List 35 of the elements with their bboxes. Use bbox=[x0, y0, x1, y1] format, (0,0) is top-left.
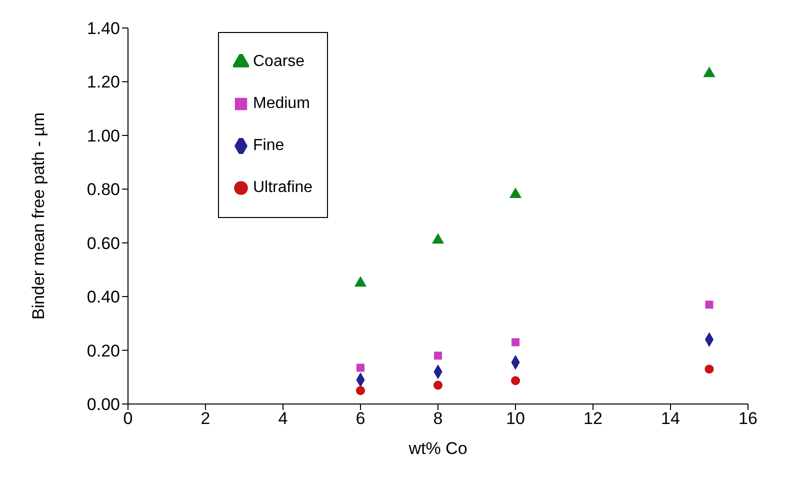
y-tick-label: 1.00 bbox=[86, 126, 120, 146]
x-tick-label: 8 bbox=[433, 409, 443, 428]
x-tick-label: 4 bbox=[278, 409, 288, 428]
y-tick-label: 0.60 bbox=[86, 234, 120, 253]
legend-label: Ultrafine bbox=[253, 179, 313, 197]
legend-label: Fine bbox=[253, 137, 284, 155]
point bbox=[433, 380, 443, 390]
x-tick-label: 2 bbox=[200, 409, 210, 428]
y-tick-label: 1.40 bbox=[86, 19, 120, 38]
point bbox=[512, 338, 520, 346]
point bbox=[356, 386, 366, 396]
x-tick-label: 6 bbox=[356, 409, 366, 428]
point bbox=[509, 187, 522, 198]
point bbox=[705, 300, 714, 309]
x-tick-label: 16 bbox=[738, 409, 758, 428]
y-axis-title: Binder mean free path - µm bbox=[29, 112, 48, 320]
point bbox=[434, 352, 442, 360]
x-tick-label: 10 bbox=[506, 409, 525, 428]
x-tick-label: 12 bbox=[584, 409, 602, 428]
y-tick-label: 0.40 bbox=[86, 288, 120, 307]
y-tick-label: 0.80 bbox=[86, 180, 120, 200]
y-tick-label: 1.20 bbox=[86, 72, 120, 92]
legend-label: Coarse bbox=[253, 53, 305, 71]
point bbox=[704, 364, 714, 374]
y-tick-label: 0.20 bbox=[86, 341, 120, 360]
point bbox=[703, 66, 716, 78]
point bbox=[354, 276, 367, 287]
y-tick-label: 0.00 bbox=[86, 395, 120, 414]
point bbox=[510, 376, 520, 386]
x-tick-label: 14 bbox=[661, 409, 680, 428]
point bbox=[432, 233, 444, 244]
x-axis-title: wt% Co bbox=[408, 439, 468, 458]
legend-label: Medium bbox=[253, 95, 310, 113]
x-tick-label: 0 bbox=[123, 409, 133, 428]
point bbox=[356, 364, 364, 372]
